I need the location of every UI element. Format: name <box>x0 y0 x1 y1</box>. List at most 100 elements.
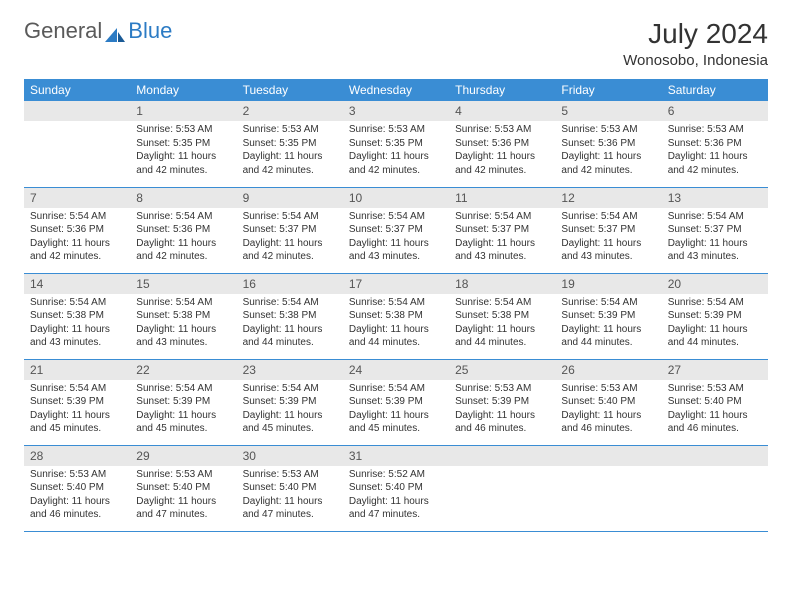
weekday-header: Thursday <box>449 79 555 101</box>
daylight-text: Daylight: 11 hours and 43 minutes. <box>668 237 762 264</box>
title-block: July 2024 Wonosobo, Indonesia <box>623 18 768 69</box>
calendar-cell: 17Sunrise: 5:54 AMSunset: 5:38 PMDayligh… <box>343 273 449 359</box>
sunrise-text: Sunrise: 5:53 AM <box>668 123 762 137</box>
calendar-cell: 23Sunrise: 5:54 AMSunset: 5:39 PMDayligh… <box>237 359 343 445</box>
daylight-text: Daylight: 11 hours and 46 minutes. <box>30 495 124 522</box>
day-details: Sunrise: 5:53 AMSunset: 5:40 PMDaylight:… <box>237 466 343 526</box>
sunset-text: Sunset: 5:37 PM <box>455 223 549 237</box>
day-number: 22 <box>130 360 236 380</box>
day-number: 12 <box>555 188 661 208</box>
daylight-text: Daylight: 11 hours and 44 minutes. <box>668 323 762 350</box>
sunrise-text: Sunrise: 5:54 AM <box>455 296 549 310</box>
sunset-text: Sunset: 5:40 PM <box>30 481 124 495</box>
sunrise-text: Sunrise: 5:54 AM <box>455 210 549 224</box>
sunset-text: Sunset: 5:39 PM <box>136 395 230 409</box>
day-number: 11 <box>449 188 555 208</box>
day-details: Sunrise: 5:53 AMSunset: 5:40 PMDaylight:… <box>555 380 661 440</box>
day-number: 14 <box>24 274 130 294</box>
day-details: Sunrise: 5:54 AMSunset: 5:38 PMDaylight:… <box>130 294 236 354</box>
daylight-text: Daylight: 11 hours and 44 minutes. <box>561 323 655 350</box>
sunrise-text: Sunrise: 5:54 AM <box>349 382 443 396</box>
brand-sail-icon <box>104 23 126 39</box>
calendar-cell: 26Sunrise: 5:53 AMSunset: 5:40 PMDayligh… <box>555 359 661 445</box>
daylight-text: Daylight: 11 hours and 45 minutes. <box>349 409 443 436</box>
daylight-text: Daylight: 11 hours and 42 minutes. <box>561 150 655 177</box>
page-title: July 2024 <box>623 18 768 50</box>
sunset-text: Sunset: 5:39 PM <box>243 395 337 409</box>
sunset-text: Sunset: 5:37 PM <box>668 223 762 237</box>
calendar-cell: 7Sunrise: 5:54 AMSunset: 5:36 PMDaylight… <box>24 187 130 273</box>
day-details: Sunrise: 5:54 AMSunset: 5:39 PMDaylight:… <box>237 380 343 440</box>
sunset-text: Sunset: 5:38 PM <box>30 309 124 323</box>
day-number: 26 <box>555 360 661 380</box>
calendar-cell: 5Sunrise: 5:53 AMSunset: 5:36 PMDaylight… <box>555 101 661 187</box>
sunrise-text: Sunrise: 5:54 AM <box>561 296 655 310</box>
daylight-text: Daylight: 11 hours and 43 minutes. <box>30 323 124 350</box>
day-details: Sunrise: 5:53 AMSunset: 5:35 PMDaylight:… <box>130 121 236 181</box>
calendar-cell: 13Sunrise: 5:54 AMSunset: 5:37 PMDayligh… <box>662 187 768 273</box>
sunrise-text: Sunrise: 5:54 AM <box>243 382 337 396</box>
calendar-cell: 24Sunrise: 5:54 AMSunset: 5:39 PMDayligh… <box>343 359 449 445</box>
calendar-cell: 3Sunrise: 5:53 AMSunset: 5:35 PMDaylight… <box>343 101 449 187</box>
sunrise-text: Sunrise: 5:54 AM <box>136 210 230 224</box>
day-details: Sunrise: 5:53 AMSunset: 5:36 PMDaylight:… <box>662 121 768 181</box>
day-number <box>555 446 661 466</box>
day-number: 13 <box>662 188 768 208</box>
daylight-text: Daylight: 11 hours and 43 minutes. <box>455 237 549 264</box>
calendar-cell <box>662 445 768 531</box>
daylight-text: Daylight: 11 hours and 47 minutes. <box>136 495 230 522</box>
sunset-text: Sunset: 5:40 PM <box>668 395 762 409</box>
sunrise-text: Sunrise: 5:54 AM <box>243 296 337 310</box>
sunset-text: Sunset: 5:39 PM <box>349 395 443 409</box>
calendar-cell: 16Sunrise: 5:54 AMSunset: 5:38 PMDayligh… <box>237 273 343 359</box>
calendar-cell: 28Sunrise: 5:53 AMSunset: 5:40 PMDayligh… <box>24 445 130 531</box>
daylight-text: Daylight: 11 hours and 42 minutes. <box>243 150 337 177</box>
day-details: Sunrise: 5:53 AMSunset: 5:39 PMDaylight:… <box>449 380 555 440</box>
daylight-text: Daylight: 11 hours and 42 minutes. <box>243 237 337 264</box>
calendar-cell: 4Sunrise: 5:53 AMSunset: 5:36 PMDaylight… <box>449 101 555 187</box>
sunrise-text: Sunrise: 5:53 AM <box>243 123 337 137</box>
sunset-text: Sunset: 5:36 PM <box>455 137 549 151</box>
calendar-cell: 21Sunrise: 5:54 AMSunset: 5:39 PMDayligh… <box>24 359 130 445</box>
sunset-text: Sunset: 5:39 PM <box>561 309 655 323</box>
calendar-cell: 19Sunrise: 5:54 AMSunset: 5:39 PMDayligh… <box>555 273 661 359</box>
sunset-text: Sunset: 5:40 PM <box>136 481 230 495</box>
sunrise-text: Sunrise: 5:54 AM <box>30 210 124 224</box>
calendar-body: 1Sunrise: 5:53 AMSunset: 5:35 PMDaylight… <box>24 101 768 531</box>
day-details: Sunrise: 5:54 AMSunset: 5:38 PMDaylight:… <box>343 294 449 354</box>
day-details: Sunrise: 5:54 AMSunset: 5:37 PMDaylight:… <box>237 208 343 268</box>
day-number: 7 <box>24 188 130 208</box>
daylight-text: Daylight: 11 hours and 42 minutes. <box>136 237 230 264</box>
sunrise-text: Sunrise: 5:54 AM <box>30 296 124 310</box>
calendar-row: 28Sunrise: 5:53 AMSunset: 5:40 PMDayligh… <box>24 445 768 531</box>
day-number: 31 <box>343 446 449 466</box>
day-number: 15 <box>130 274 236 294</box>
day-number: 30 <box>237 446 343 466</box>
weekday-header: Sunday <box>24 79 130 101</box>
sunset-text: Sunset: 5:39 PM <box>455 395 549 409</box>
calendar-cell: 9Sunrise: 5:54 AMSunset: 5:37 PMDaylight… <box>237 187 343 273</box>
daylight-text: Daylight: 11 hours and 47 minutes. <box>243 495 337 522</box>
day-details: Sunrise: 5:54 AMSunset: 5:38 PMDaylight:… <box>24 294 130 354</box>
calendar-cell: 14Sunrise: 5:54 AMSunset: 5:38 PMDayligh… <box>24 273 130 359</box>
calendar-cell: 25Sunrise: 5:53 AMSunset: 5:39 PMDayligh… <box>449 359 555 445</box>
calendar-row: 14Sunrise: 5:54 AMSunset: 5:38 PMDayligh… <box>24 273 768 359</box>
sunrise-text: Sunrise: 5:54 AM <box>668 296 762 310</box>
calendar-row: 1Sunrise: 5:53 AMSunset: 5:35 PMDaylight… <box>24 101 768 187</box>
day-details: Sunrise: 5:52 AMSunset: 5:40 PMDaylight:… <box>343 466 449 526</box>
day-details: Sunrise: 5:54 AMSunset: 5:37 PMDaylight:… <box>449 208 555 268</box>
sunrise-text: Sunrise: 5:54 AM <box>349 296 443 310</box>
day-details: Sunrise: 5:53 AMSunset: 5:35 PMDaylight:… <box>343 121 449 181</box>
daylight-text: Daylight: 11 hours and 42 minutes. <box>30 237 124 264</box>
sunset-text: Sunset: 5:38 PM <box>349 309 443 323</box>
calendar-cell <box>555 445 661 531</box>
daylight-text: Daylight: 11 hours and 43 minutes. <box>136 323 230 350</box>
day-number: 17 <box>343 274 449 294</box>
daylight-text: Daylight: 11 hours and 42 minutes. <box>136 150 230 177</box>
calendar-cell: 22Sunrise: 5:54 AMSunset: 5:39 PMDayligh… <box>130 359 236 445</box>
calendar-cell: 12Sunrise: 5:54 AMSunset: 5:37 PMDayligh… <box>555 187 661 273</box>
day-details: Sunrise: 5:54 AMSunset: 5:38 PMDaylight:… <box>449 294 555 354</box>
day-number: 10 <box>343 188 449 208</box>
calendar-cell: 27Sunrise: 5:53 AMSunset: 5:40 PMDayligh… <box>662 359 768 445</box>
day-number: 16 <box>237 274 343 294</box>
